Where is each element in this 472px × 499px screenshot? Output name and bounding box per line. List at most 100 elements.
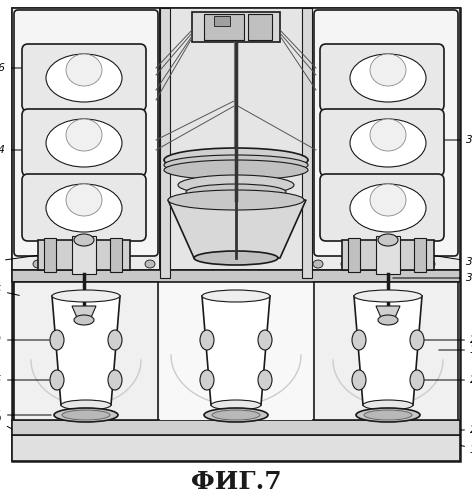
FancyBboxPatch shape <box>22 109 146 176</box>
Text: 1100: 1100 <box>461 445 472 455</box>
Ellipse shape <box>356 408 420 422</box>
Ellipse shape <box>212 410 260 420</box>
Bar <box>248 14 272 40</box>
Ellipse shape <box>378 234 398 246</box>
Ellipse shape <box>108 370 122 390</box>
Text: 314: 314 <box>0 145 47 155</box>
Ellipse shape <box>364 410 412 420</box>
Ellipse shape <box>33 260 43 268</box>
Ellipse shape <box>354 290 422 302</box>
Ellipse shape <box>89 260 99 268</box>
Polygon shape <box>376 306 400 320</box>
Ellipse shape <box>164 148 308 172</box>
Text: 303: 303 <box>0 255 37 267</box>
Bar <box>160 282 312 420</box>
Text: 230: 230 <box>0 335 49 345</box>
Text: 304: 304 <box>393 273 472 283</box>
Ellipse shape <box>202 290 270 302</box>
Ellipse shape <box>46 54 122 102</box>
Ellipse shape <box>66 54 102 86</box>
Ellipse shape <box>352 370 366 390</box>
Ellipse shape <box>50 370 64 390</box>
Bar <box>12 8 160 270</box>
Text: 302: 302 <box>433 255 472 267</box>
Text: 306: 306 <box>0 63 47 73</box>
Text: 235: 235 <box>423 375 472 385</box>
Text: 230: 230 <box>423 335 472 345</box>
FancyBboxPatch shape <box>320 44 444 111</box>
Ellipse shape <box>168 190 304 210</box>
Polygon shape <box>72 306 96 320</box>
Ellipse shape <box>350 119 426 167</box>
Bar <box>348 238 360 272</box>
Ellipse shape <box>194 251 278 265</box>
Ellipse shape <box>370 184 406 216</box>
Bar <box>38 240 130 270</box>
Ellipse shape <box>369 260 379 268</box>
Ellipse shape <box>46 184 122 232</box>
Ellipse shape <box>370 54 406 86</box>
Bar <box>160 8 312 270</box>
Polygon shape <box>168 200 306 258</box>
Ellipse shape <box>410 370 424 390</box>
FancyBboxPatch shape <box>14 10 158 256</box>
Bar <box>302 8 312 278</box>
Bar <box>312 8 460 270</box>
Bar <box>160 8 170 278</box>
Ellipse shape <box>410 330 424 350</box>
Ellipse shape <box>397 260 407 268</box>
Ellipse shape <box>178 175 294 195</box>
Bar <box>376 236 400 274</box>
Ellipse shape <box>258 370 272 390</box>
FancyBboxPatch shape <box>320 109 444 176</box>
Bar <box>12 420 460 435</box>
Bar <box>342 240 434 270</box>
Text: 15: 15 <box>0 375 49 385</box>
Polygon shape <box>202 296 270 405</box>
Ellipse shape <box>200 330 214 350</box>
Ellipse shape <box>54 408 118 422</box>
Ellipse shape <box>61 260 71 268</box>
Ellipse shape <box>52 290 120 302</box>
Ellipse shape <box>164 155 308 175</box>
Bar <box>204 14 244 40</box>
Ellipse shape <box>352 330 366 350</box>
FancyBboxPatch shape <box>22 174 146 241</box>
Polygon shape <box>52 296 120 405</box>
Text: 20: 20 <box>461 425 472 435</box>
Ellipse shape <box>350 184 426 232</box>
Ellipse shape <box>66 184 102 216</box>
Ellipse shape <box>258 330 272 350</box>
Ellipse shape <box>62 410 110 420</box>
Text: 15: 15 <box>439 345 472 355</box>
Ellipse shape <box>200 370 214 390</box>
Ellipse shape <box>350 54 426 102</box>
Ellipse shape <box>370 119 406 151</box>
Ellipse shape <box>145 260 155 268</box>
Text: 235: 235 <box>0 410 51 420</box>
Bar <box>72 236 96 274</box>
Ellipse shape <box>74 315 94 325</box>
Bar <box>414 238 426 272</box>
Ellipse shape <box>186 184 286 200</box>
Ellipse shape <box>108 330 122 350</box>
Bar <box>14 282 158 420</box>
Text: 20: 20 <box>0 415 11 429</box>
Bar <box>192 12 280 42</box>
Ellipse shape <box>46 119 122 167</box>
Ellipse shape <box>66 119 102 151</box>
Ellipse shape <box>74 234 94 246</box>
Bar <box>314 282 458 420</box>
Text: 15: 15 <box>0 285 19 295</box>
Ellipse shape <box>61 400 111 410</box>
Bar <box>44 238 56 272</box>
Polygon shape <box>354 296 422 405</box>
FancyBboxPatch shape <box>22 44 146 111</box>
Bar <box>12 435 460 461</box>
Ellipse shape <box>378 315 398 325</box>
Ellipse shape <box>211 400 261 410</box>
Ellipse shape <box>50 330 64 350</box>
Ellipse shape <box>363 400 413 410</box>
Text: ФИГ.7: ФИГ.7 <box>191 470 281 494</box>
Ellipse shape <box>164 160 308 180</box>
